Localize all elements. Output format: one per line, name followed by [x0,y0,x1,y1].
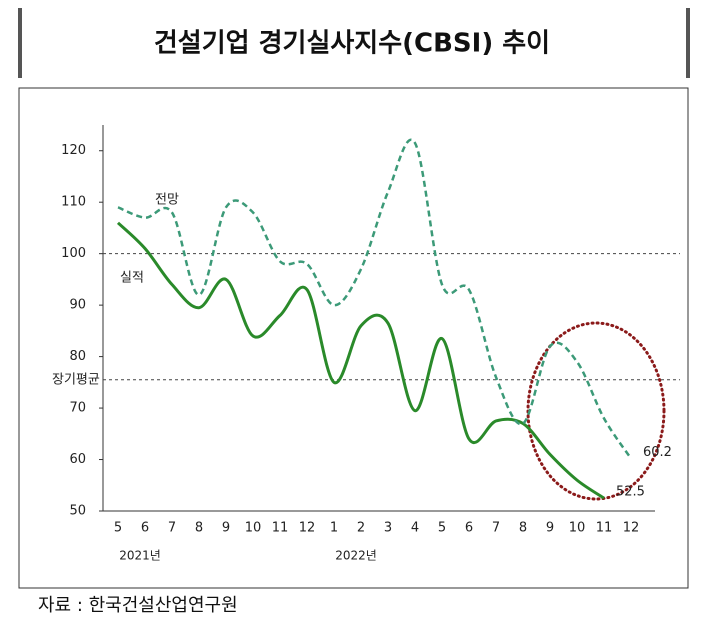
title-bar-left [18,8,22,78]
x-tick-label: 10 [245,521,262,536]
y-tick-label: 60 [69,452,86,467]
plot-frame [18,87,689,589]
x-tick-label: 7 [168,521,176,536]
y-tick-label: 50 [69,504,86,519]
x-tick-label: 1 [330,521,338,536]
x-tick-label: 8 [195,521,203,536]
x-tick-label: 2 [357,521,365,536]
x-tick-label: 3 [384,521,392,536]
x-tick-label: 9 [546,521,554,536]
title-bar-right [686,8,690,78]
reference-label: 장기평균 [52,372,100,387]
year-label: 2021년 [119,549,161,563]
series-label: 실적 [120,271,144,286]
chart-title: 건설기업 경기실사지수(CBSI) 추이 [154,29,550,59]
series-label: 전망 [155,193,179,208]
x-tick-label: 11 [272,521,289,536]
line-series [116,221,605,500]
y-tick-label: 110 [61,195,86,210]
x-tick-label: 6 [141,521,149,536]
x-tick-label: 8 [519,521,527,536]
line-series [117,138,633,460]
y-tick-label: 70 [69,401,86,416]
x-tick-label: 5 [438,521,446,536]
x-tick-label: 12 [299,521,316,536]
x-tick-label: 4 [411,521,419,536]
value-label: 60.2 [643,445,672,460]
x-tick-label: 6 [465,521,473,536]
y-tick-label: 90 [69,298,86,313]
x-tick-label: 11 [596,521,613,536]
source: 자료 : 한국건설산업연구원 [38,595,238,616]
highlight-ellipse [526,321,666,501]
y-tick-label: 120 [61,143,86,158]
y-tick-label: 80 [69,349,86,364]
x-tick-label: 7 [492,521,500,536]
x-tick-label: 10 [569,521,586,536]
y-tick-label: 100 [61,246,86,261]
title-box [18,8,690,78]
x-tick-label: 12 [623,521,640,536]
x-tick-label: 5 [114,521,122,536]
value-label: 52.5 [616,485,645,500]
x-tick-label: 9 [222,521,230,536]
year-label: 2022년 [335,549,377,563]
